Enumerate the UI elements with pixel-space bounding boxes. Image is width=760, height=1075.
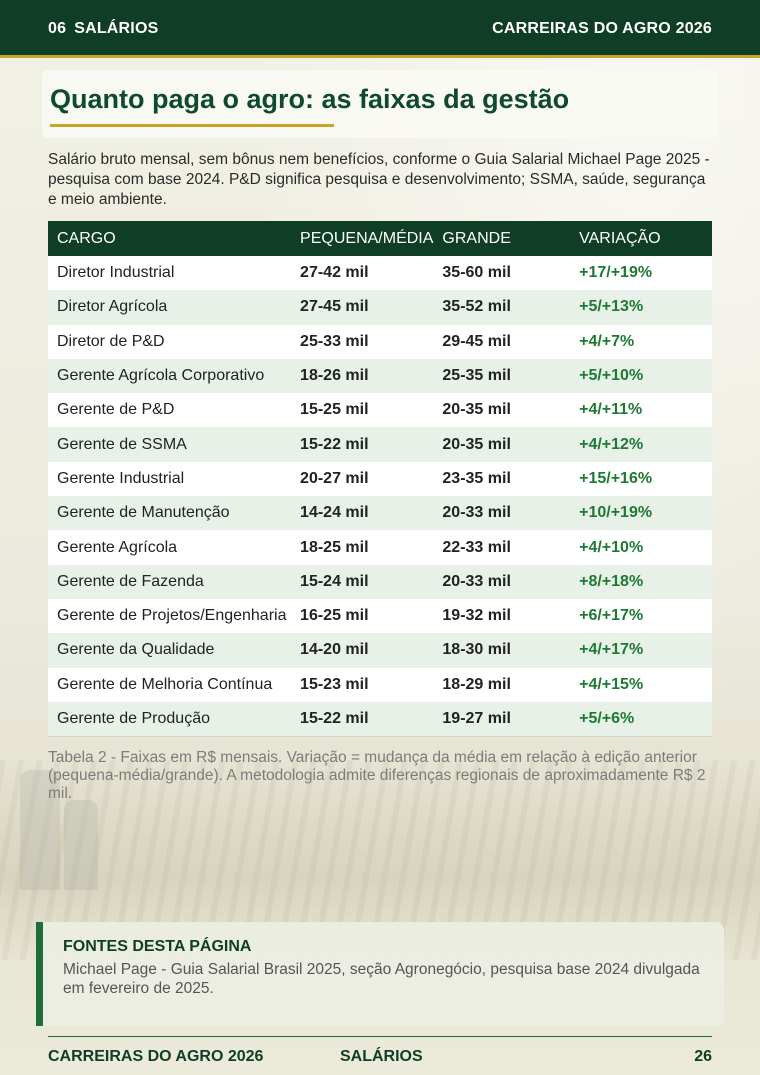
cell-grande: 20-33 mil bbox=[433, 496, 571, 531]
column-header-variacao: VARIAÇÃO bbox=[570, 221, 712, 256]
table-row: Gerente de Fazenda 15-24 mil 20-33 mil +8/+… bbox=[48, 564, 712, 599]
cell-cargo: Gerente da Qualidade bbox=[48, 633, 292, 668]
cell-variacao: +5/+13% bbox=[570, 290, 712, 325]
cell-cargo: Diretor Agrícola bbox=[48, 290, 292, 325]
cell-variacao: +4/+15% bbox=[570, 667, 712, 702]
cell-grande: 23-35 mil bbox=[433, 461, 571, 497]
table-row: Gerente Agrícola Corporativo 18-26 mil 25-… bbox=[48, 358, 712, 394]
cell-variacao: +4/+11% bbox=[570, 393, 712, 428]
table-row: Diretor de P&D 25-33 mil 29-45 mil +4/+7% bbox=[48, 324, 712, 359]
cell-cargo: Gerente de Fazenda bbox=[48, 564, 292, 599]
cell-cargo: Gerente de Produção bbox=[48, 701, 292, 737]
footer-divider bbox=[48, 1036, 712, 1037]
page-title: Quanto paga o agro: as faixas da gestão bbox=[50, 84, 570, 114]
cell-grande: 20-35 mil bbox=[433, 427, 571, 462]
cell-grande: 35-60 mil bbox=[433, 256, 571, 291]
cell-variacao: +5/+10% bbox=[570, 358, 712, 394]
cell-cargo: Diretor de P&D bbox=[48, 324, 292, 359]
cell-grande: 20-35 mil bbox=[433, 393, 571, 428]
cell-pequena-media: 15-22 mil bbox=[291, 427, 434, 462]
cell-variacao: +5/+6% bbox=[570, 701, 712, 737]
cell-cargo: Diretor Industrial bbox=[48, 256, 292, 291]
cell-pequena-media: 15-24 mil bbox=[291, 564, 434, 599]
cell-variacao: +4/+7% bbox=[570, 324, 712, 359]
column-header-pequena-media: PEQUENA/MÉDIA bbox=[291, 221, 434, 256]
table-body: Diretor Industrial 27-42 mil 35-60 mil +17/… bbox=[48, 256, 712, 737]
cell-grande: 20-33 mil bbox=[433, 564, 571, 599]
cell-cargo: Gerente de Manutenção bbox=[48, 496, 292, 531]
cell-pequena-media: 16-25 mil bbox=[291, 598, 434, 634]
cell-pequena-media: 18-25 mil bbox=[291, 530, 434, 565]
cell-variacao: +10/+19% bbox=[570, 496, 712, 531]
cell-grande: 29-45 mil bbox=[433, 324, 571, 359]
sources-heading: FONTES DESTA PÁGINA bbox=[63, 938, 252, 955]
cell-cargo: Gerente Industrial bbox=[48, 461, 292, 497]
table-row: Gerente Agrícola 18-25 mil 22-33 mil +4/+10… bbox=[48, 530, 712, 565]
cell-pequena-media: 20-27 mil bbox=[291, 461, 434, 497]
table-row: Gerente de Projetos/Engenharia 16-25 mil 1… bbox=[48, 598, 712, 634]
cell-pequena-media: 27-45 mil bbox=[291, 290, 434, 325]
cell-cargo: Gerente Agrícola bbox=[48, 530, 292, 565]
table-row: Gerente de Melhoria Contínua 15-23 mil 18-… bbox=[48, 667, 712, 702]
table-row: Diretor Industrial 27-42 mil 35-60 mil +17/… bbox=[48, 256, 712, 291]
table-row: Gerente de SSMA 15-22 mil 20-35 mil +4/+12% bbox=[48, 427, 712, 462]
table-row: Gerente Industrial 20-27 mil 23-35 mil +15/… bbox=[48, 461, 712, 497]
cell-grande: 18-29 mil bbox=[433, 667, 571, 702]
header-section-label: SALÁRIOS bbox=[74, 20, 159, 37]
cell-variacao: +4/+17% bbox=[570, 633, 712, 668]
silo-background bbox=[64, 800, 98, 890]
table-header-row: CARGO PEQUENA/MÉDIA GRANDE VARIAÇÃO bbox=[48, 221, 712, 256]
cell-variacao: +4/+12% bbox=[570, 427, 712, 462]
intro-paragraph: Salário bruto mensal, sem bônus nem bene… bbox=[48, 151, 710, 208]
column-header-cargo: CARGO bbox=[48, 221, 292, 256]
cell-grande: 25-35 mil bbox=[433, 358, 571, 394]
table-row: Gerente da Qualidade 14-20 mil 18-30 mil +4… bbox=[48, 633, 712, 668]
header-page-number: 06 bbox=[48, 20, 67, 37]
sources-box: FONTES DESTA PÁGINA Michael Page - Guia … bbox=[36, 922, 724, 1026]
cell-pequena-media: 14-20 mil bbox=[291, 633, 434, 668]
cell-variacao: +8/+18% bbox=[570, 564, 712, 599]
cell-cargo: Gerente Agrícola Corporativo bbox=[48, 358, 292, 394]
cell-grande: 19-32 mil bbox=[433, 598, 571, 634]
cell-pequena-media: 27-42 mil bbox=[291, 256, 434, 291]
header-section: 06 SALÁRIOS bbox=[48, 20, 158, 38]
cell-pequena-media: 15-25 mil bbox=[291, 393, 434, 428]
cell-grande: 18-30 mil bbox=[433, 633, 571, 668]
page-header: 06 SALÁRIOS CARREIRAS DO AGRO 2026 bbox=[0, 0, 760, 58]
cell-pequena-media: 25-33 mil bbox=[291, 324, 434, 359]
cell-pequena-media: 14-24 mil bbox=[291, 496, 434, 531]
cell-grande: 19-27 mil bbox=[433, 701, 571, 737]
salary-table: CARGO PEQUENA/MÉDIA GRANDE VARIAÇÃO Dire… bbox=[48, 221, 712, 737]
table-caption: Tabela 2 - Faixas em R$ mensais. Variaçã… bbox=[48, 749, 706, 802]
header-publication: CARREIRAS DO AGRO 2026 bbox=[492, 20, 712, 37]
cell-cargo: Gerente de P&D bbox=[48, 393, 292, 428]
footer-page-number: 26 bbox=[694, 1048, 712, 1065]
cell-pequena-media: 18-26 mil bbox=[291, 358, 434, 394]
cell-cargo: Gerente de Projetos/Engenharia bbox=[48, 598, 292, 634]
table-row: Gerente de Produção 15-22 mil 19-27 mil +5/… bbox=[48, 701, 712, 737]
cell-grande: 22-33 mil bbox=[433, 530, 571, 565]
table-row: Gerente de Manutenção 14-24 mil 20-33 mil +… bbox=[48, 496, 712, 531]
table-row: Gerente de P&D 15-25 mil 20-35 mil +4/+11% bbox=[48, 393, 712, 428]
cell-pequena-media: 15-22 mil bbox=[291, 701, 434, 737]
page-footer: CARREIRAS DO AGRO 2026 SALÁRIOS 26 bbox=[48, 1048, 712, 1068]
sources-text: Michael Page - Guia Salarial Brasil 2025… bbox=[63, 961, 700, 997]
footer-publication: CARREIRAS DO AGRO 2026 bbox=[48, 1048, 264, 1065]
title-underline bbox=[50, 124, 334, 127]
silo-background bbox=[20, 770, 60, 890]
cell-variacao: +6/+17% bbox=[570, 598, 712, 634]
cell-variacao: +15/+16% bbox=[570, 461, 712, 497]
column-header-grande: GRANDE bbox=[433, 221, 571, 256]
title-card: Quanto paga o agro: as faixas da gestão bbox=[42, 70, 718, 138]
cell-variacao: +4/+10% bbox=[570, 530, 712, 565]
cell-cargo: Gerente de Melhoria Contínua bbox=[48, 667, 292, 702]
footer-section: SALÁRIOS bbox=[340, 1048, 423, 1065]
cell-pequena-media: 15-23 mil bbox=[291, 667, 434, 702]
cell-cargo: Gerente de SSMA bbox=[48, 427, 292, 462]
sources-accent-bar bbox=[36, 922, 43, 1026]
cell-variacao: +17/+19% bbox=[570, 256, 712, 291]
table-row: Diretor Agrícola 27-45 mil 35-52 mil +5/+13… bbox=[48, 290, 712, 325]
cell-grande: 35-52 mil bbox=[433, 290, 571, 325]
